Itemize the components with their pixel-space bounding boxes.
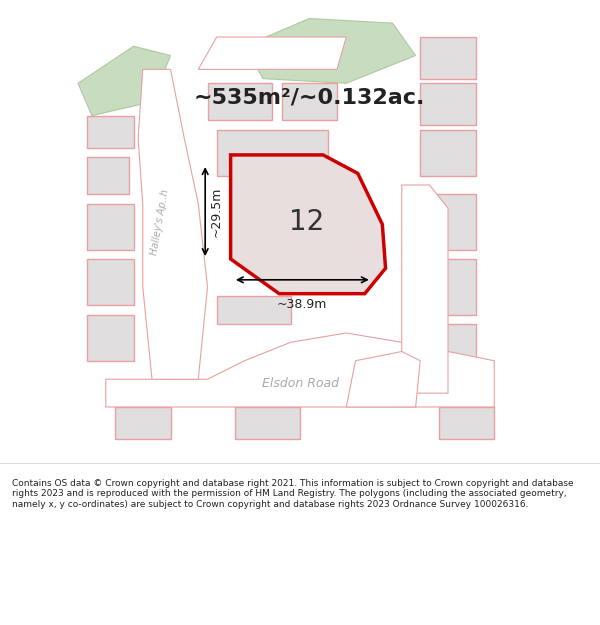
Polygon shape <box>402 185 448 393</box>
Polygon shape <box>420 129 476 176</box>
Polygon shape <box>439 407 494 439</box>
Polygon shape <box>420 83 476 125</box>
Polygon shape <box>235 407 300 439</box>
Polygon shape <box>217 129 328 176</box>
Polygon shape <box>217 296 291 324</box>
Polygon shape <box>198 37 346 69</box>
Text: ~535m²/~0.132ac.: ~535m²/~0.132ac. <box>194 87 425 107</box>
Polygon shape <box>138 69 208 379</box>
Polygon shape <box>420 324 476 361</box>
Polygon shape <box>230 155 386 294</box>
Text: ~29.5m: ~29.5m <box>210 187 223 237</box>
Polygon shape <box>245 19 416 83</box>
Text: ~38.9m: ~38.9m <box>277 298 328 311</box>
Polygon shape <box>208 83 272 120</box>
Text: Halley's Ap..h: Halley's Ap..h <box>149 188 170 256</box>
Polygon shape <box>87 116 133 148</box>
Polygon shape <box>420 37 476 79</box>
Text: Contains OS data © Crown copyright and database right 2021. This information is : Contains OS data © Crown copyright and d… <box>12 479 574 509</box>
Text: Elsdon Road: Elsdon Road <box>262 378 338 391</box>
Polygon shape <box>281 83 337 120</box>
Polygon shape <box>346 351 420 407</box>
Polygon shape <box>420 194 476 250</box>
Polygon shape <box>115 407 170 439</box>
Polygon shape <box>106 333 494 407</box>
Polygon shape <box>87 158 129 194</box>
Polygon shape <box>78 46 170 116</box>
Polygon shape <box>87 314 133 361</box>
Text: 12: 12 <box>289 208 325 236</box>
Polygon shape <box>87 204 133 250</box>
Polygon shape <box>420 259 476 314</box>
Polygon shape <box>87 259 133 305</box>
